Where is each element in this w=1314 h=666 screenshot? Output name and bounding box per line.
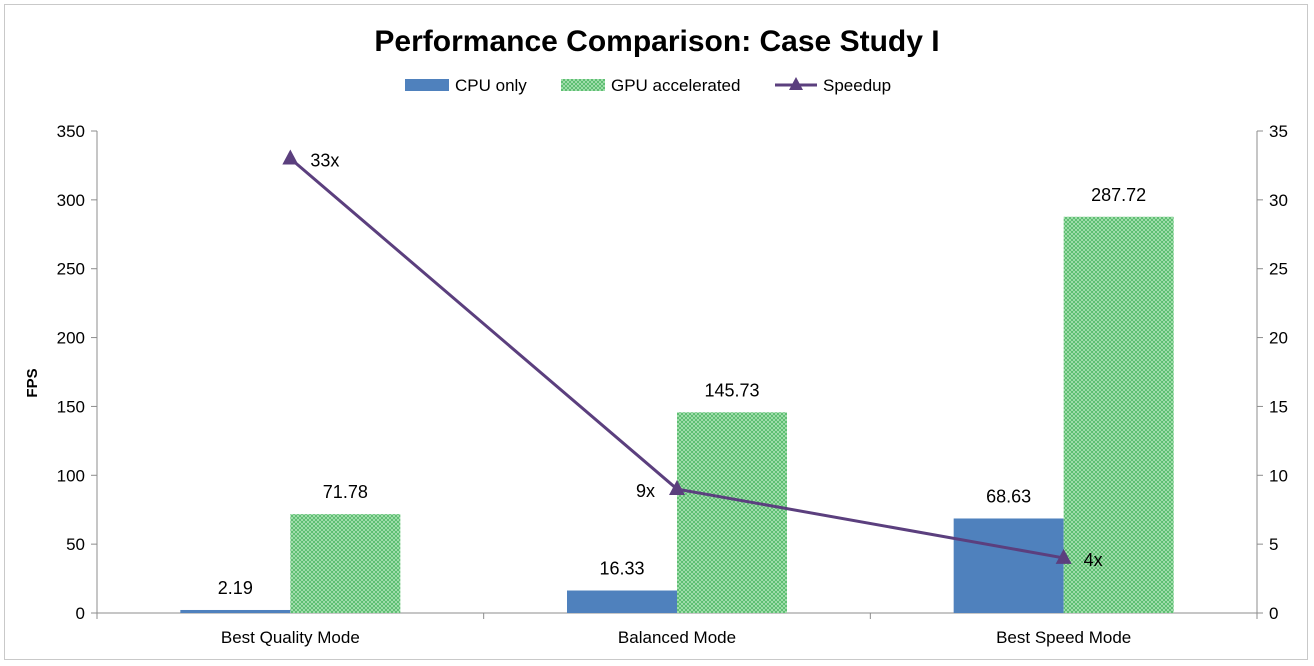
bar-data-label: 68.63 (986, 486, 1031, 506)
y-left-tick-label: 0 (76, 604, 85, 623)
y-left-tick-label: 150 (57, 397, 85, 416)
bar-data-label: 2.19 (218, 578, 253, 598)
y-left-tick-label: 300 (57, 191, 85, 210)
y-right-tick-label: 10 (1269, 466, 1288, 485)
y-left-tick-label: 100 (57, 466, 85, 485)
cpu-bar (567, 590, 677, 613)
y-left-tick-label: 200 (57, 329, 85, 348)
y-right-tick-label: 5 (1269, 535, 1278, 554)
cpu-bar (180, 609, 291, 613)
gpu-bar (290, 514, 401, 613)
y-right-tick-label: 35 (1269, 122, 1288, 141)
speedup-marker (1055, 548, 1072, 564)
bar-data-label: 145.73 (704, 380, 759, 400)
x-category-label: Balanced Mode (618, 628, 736, 647)
bar-data-label: 16.33 (599, 559, 644, 579)
chart-title: Performance Comparison: Case Study I (374, 25, 939, 58)
gpu-bar (1063, 216, 1174, 613)
speedup-data-label: 9x (636, 481, 655, 501)
legend-gpu-swatch (561, 79, 605, 91)
x-category-label: Best Speed Mode (996, 628, 1131, 647)
speedup-data-label: 4x (1084, 550, 1103, 570)
y-right-tick-label: 30 (1269, 191, 1288, 210)
legend-label: Speedup (823, 76, 891, 95)
cpu-bar (953, 518, 1064, 613)
y-right-tick-label: 15 (1269, 397, 1288, 416)
speedup-marker (282, 149, 299, 165)
legend-speedup-marker (789, 77, 803, 90)
y-right-tick-label: 0 (1269, 604, 1278, 623)
legend: CPU only GPU accelerated Speedup (405, 76, 891, 95)
legend-label: GPU accelerated (611, 76, 740, 95)
y-right-tick-label: 25 (1269, 260, 1288, 279)
x-category-label: Best Quality Mode (221, 628, 360, 647)
chart: Performance Comparison: Case Study I CPU… (24, 25, 1288, 647)
y-left-tick-label: 250 (57, 260, 85, 279)
plot-area: 0 50 100 150 200 250 300 350 0 5 10 15 20 25 30 35 Best … (57, 122, 1288, 647)
y-axis-label: FPS (24, 368, 41, 397)
y-right-tick-label: 20 (1269, 329, 1288, 348)
gpu-bar (677, 412, 787, 613)
bar-data-label: 71.78 (323, 482, 368, 502)
legend-label: CPU only (455, 76, 527, 95)
speedup-data-label: 33x (310, 151, 339, 171)
legend-cpu-swatch (405, 79, 449, 91)
y-left-tick-label: 50 (66, 535, 85, 554)
speedup-marker (669, 480, 685, 496)
chart-frame: Performance Comparison: Case Study I CPU… (4, 4, 1308, 660)
bar-data-label: 287.72 (1091, 185, 1146, 205)
y-left-tick-label: 350 (57, 122, 85, 141)
